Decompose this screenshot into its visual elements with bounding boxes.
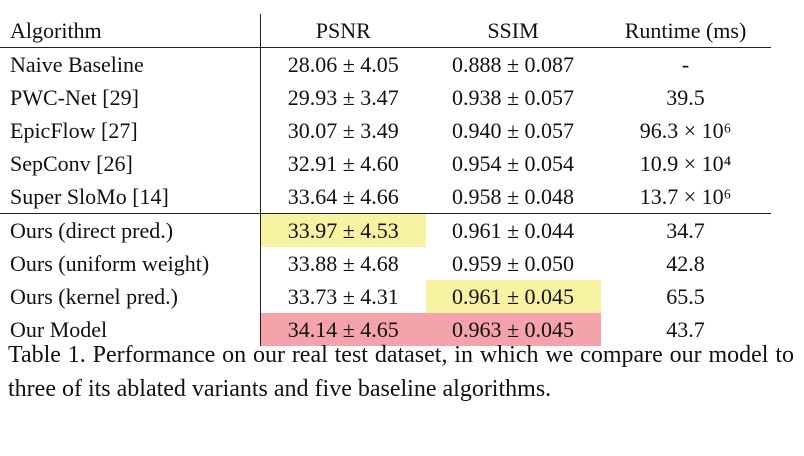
header-cell: PSNR bbox=[260, 14, 426, 48]
table-cell: 30.07 ± 3.49 bbox=[287, 117, 399, 143]
table-cell: Ours (uniform weight) bbox=[0, 247, 261, 280]
table-row: Ours (direct pred.) 33.97 ± 4.53 0.961 ± 0… bbox=[0, 213, 771, 247]
table-body: Algorithm PSNR SSIM Runtime (ms) Naive Basel… bbox=[0, 14, 771, 346]
header-row: Algorithm PSNR SSIM Runtime (ms) bbox=[0, 14, 771, 48]
table-cell: 0.958 ± 0.048 bbox=[451, 183, 575, 209]
table-cell: 33.88 ± 4.68 bbox=[287, 250, 399, 276]
table-cell: Naive Baseline bbox=[0, 47, 261, 81]
table-cell: 0.959 ± 0.050 bbox=[451, 250, 575, 276]
header-cell: Algorithm bbox=[0, 14, 261, 48]
table-cell: Our Model bbox=[0, 313, 261, 346]
table-cell: 0.888 ± 0.087 bbox=[451, 51, 575, 77]
table-cell: 42.8 bbox=[666, 250, 705, 276]
table-cell: PWC-Net [29] bbox=[0, 81, 261, 114]
table-cell: 0.963 ± 0.045 bbox=[425, 313, 601, 346]
table-cell: 10.9 × 10⁴ bbox=[639, 150, 732, 176]
table-row: Super SloMo [14] 33.64 ± 4.66 0.958 ± 0.04… bbox=[0, 180, 771, 214]
table-cell: 34.14 ± 4.65 bbox=[260, 313, 426, 346]
table-cell: 13.7 × 10⁶ bbox=[639, 183, 732, 209]
caption: Table 1. Performance on our real test da… bbox=[8, 342, 794, 402]
table-cell: 33.64 ± 4.66 bbox=[287, 183, 399, 209]
table-row: Naive Baseline 28.06 ± 4.05 0.888 ± 0.087 - bbox=[0, 47, 771, 81]
table-cell: 65.5 bbox=[666, 283, 705, 309]
table-row: EpicFlow [27] 30.07 ± 3.49 0.940 ± 0.057 96… bbox=[0, 114, 771, 147]
results-table: Algorithm PSNR SSIM Runtime (ms) Naive Basel… bbox=[0, 14, 771, 346]
table-row: Ours (uniform weight) 33.88 ± 4.68 0.959 ±… bbox=[0, 247, 771, 280]
table-row: Our Model 34.14 ± 4.65 0.963 ± 0.045 43.7 bbox=[0, 313, 771, 346]
table-cell: 29.93 ± 3.47 bbox=[287, 84, 399, 110]
header-cell: SSIM bbox=[425, 14, 601, 48]
table-cell: 33.73 ± 4.31 bbox=[287, 283, 399, 309]
table-row: SepConv [26] 32.91 ± 4.60 0.954 ± 0.054 10.… bbox=[0, 147, 771, 180]
table-cell: 96.3 × 10⁶ bbox=[639, 117, 732, 143]
table-cell: 0.938 ± 0.057 bbox=[451, 84, 575, 110]
table-cell: Ours (kernel pred.) bbox=[0, 280, 261, 313]
table-cell: 28.06 ± 4.05 bbox=[287, 51, 399, 77]
table-cell: 43.7 bbox=[666, 316, 705, 342]
table-row: Ours (kernel pred.) 33.73 ± 4.31 0.961 ± 0… bbox=[0, 280, 771, 313]
table-cell: 39.5 bbox=[666, 84, 705, 110]
table-cell: - bbox=[681, 51, 690, 77]
table-cell: 0.954 ± 0.054 bbox=[451, 150, 575, 176]
table-cell: 32.91 ± 4.60 bbox=[287, 150, 399, 176]
table-row: PWC-Net [29] 29.93 ± 3.47 0.938 ± 0.057 39.… bbox=[0, 81, 771, 114]
table-cell: EpicFlow [27] bbox=[0, 114, 261, 147]
table-cell: 33.97 ± 4.53 bbox=[260, 213, 426, 247]
table-cell: 0.961 ± 0.045 bbox=[425, 280, 601, 313]
header-cell: Runtime (ms) bbox=[600, 14, 771, 48]
table-cell: Super SloMo [14] bbox=[0, 180, 261, 214]
table-cell: 0.940 ± 0.057 bbox=[451, 117, 575, 143]
table-cell: Ours (direct pred.) bbox=[0, 213, 261, 247]
table-cell: SepConv [26] bbox=[0, 147, 261, 180]
table-cell: 0.961 ± 0.044 bbox=[425, 213, 601, 247]
table-cell: 34.7 bbox=[600, 213, 771, 247]
